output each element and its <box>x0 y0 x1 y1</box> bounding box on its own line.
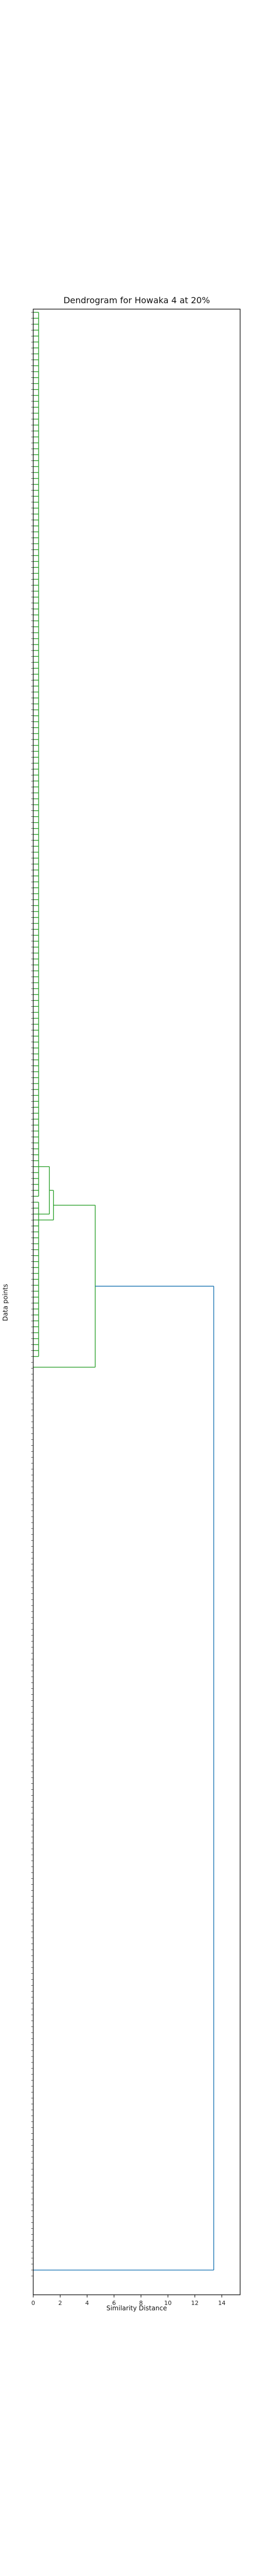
leaf-ticks <box>31 312 33 2277</box>
x-axis-label: Similarity Distance <box>106 2304 167 2312</box>
x-tick-label: 6 <box>112 2300 116 2307</box>
dendrogram-links <box>33 312 214 2271</box>
x-tick-label: 10 <box>164 2300 172 2307</box>
x-tick-label: 4 <box>85 2300 89 2307</box>
plot-frame <box>33 309 241 2295</box>
x-tick-label: 12 <box>191 2300 199 2307</box>
x-tick-label: 14 <box>218 2300 226 2307</box>
chart-title: Dendrogram for Howaka 4 at 20% <box>63 295 210 305</box>
x-tick-label: 2 <box>58 2300 62 2307</box>
y-axis-label: Data points <box>2 1284 9 1321</box>
x-axis-ticks: 0 2 4 6 8 10 12 14 <box>32 2295 226 2307</box>
x-tick-label: 8 <box>139 2300 143 2307</box>
x-tick-label: 0 <box>32 2300 35 2307</box>
